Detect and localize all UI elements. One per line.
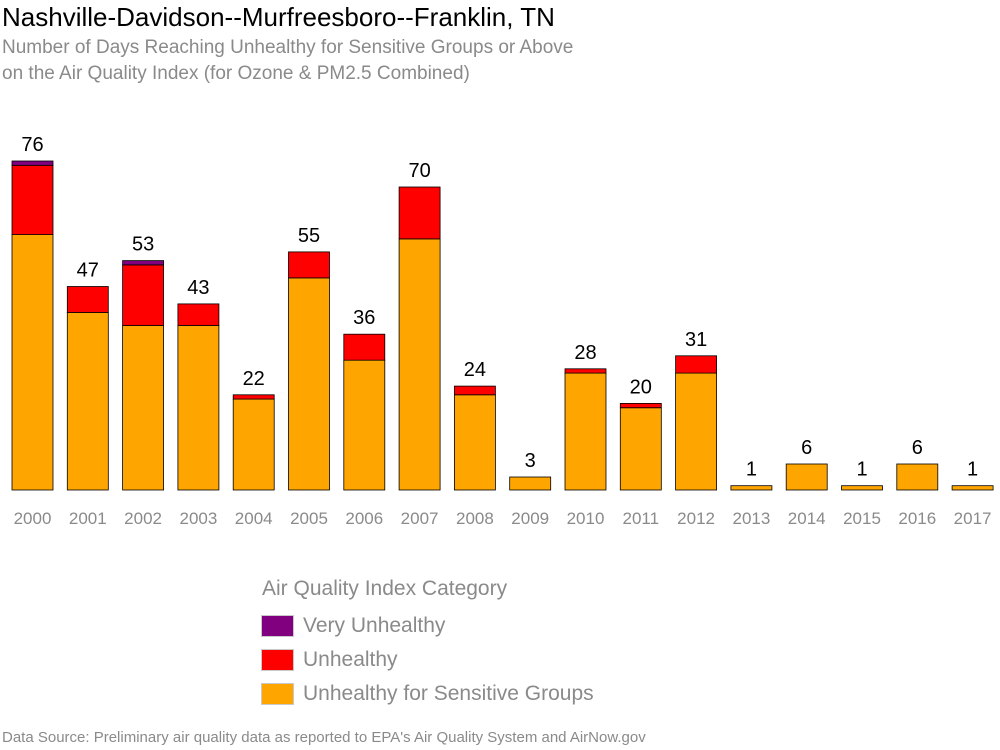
bar-2016-ozone-usg (896, 463, 939, 491)
bar-2012-unhealthy (675, 355, 717, 374)
x-tick-label-2013: 2013 (732, 509, 770, 528)
x-tick-label-2002: 2002 (124, 509, 162, 528)
bar-2000-very-unhealthy (11, 160, 54, 166)
x-tick-label-2000: 2000 (14, 509, 52, 528)
data-label-2017: 1 (967, 459, 978, 481)
x-tick-label-2017: 2017 (954, 509, 992, 528)
data-label-2004: 22 (243, 368, 265, 390)
legend-label-very-unhealthy: Very Unhealthy (303, 614, 446, 637)
bar-2010-unhealthy (564, 368, 607, 374)
bar-2009-ozone-usg (509, 476, 552, 491)
data-label-2013: 1 (746, 459, 757, 481)
legend-label-unhealthy: Unhealthy (303, 648, 398, 671)
bar-2003-ozone-usg (177, 325, 220, 491)
legend-title: Air Quality Index Category (262, 577, 508, 600)
data-label-2000: 76 (21, 134, 43, 156)
bar-2015-ozone-usg (841, 485, 883, 491)
bar-2002-unhealthy (122, 264, 164, 326)
bar-2004-ozone-usg (232, 398, 275, 491)
bar-2008-ozone-usg (453, 394, 496, 491)
data-label-2009: 3 (525, 450, 536, 472)
x-tick-label-2006: 2006 (345, 509, 383, 528)
x-tick-label-2014: 2014 (788, 509, 826, 528)
bar-2012-ozone-usg (675, 372, 717, 491)
x-tick-label-2001: 2001 (69, 509, 107, 528)
x-tick-label-2007: 2007 (401, 509, 439, 528)
chart-subtitle-line-1: Number of Days Reaching Unhealthy for Se… (2, 37, 574, 58)
bar-2011-ozone-usg (619, 407, 662, 491)
bar-2004-unhealthy (232, 394, 275, 400)
bar-2006-unhealthy (343, 333, 386, 361)
legend-swatch-very-unhealthy (261, 615, 294, 637)
bar-2006-ozone-usg (343, 359, 386, 491)
data-label-2002: 53 (132, 234, 154, 256)
bar-2010-ozone-usg (564, 372, 607, 491)
data-label-2005: 55 (298, 225, 320, 247)
legend-label-unhealthy-sensitive: Unhealthy for Sensitive Groups (303, 682, 594, 705)
x-tick-label-2009: 2009 (511, 509, 549, 528)
x-tick-label-2016: 2016 (898, 509, 936, 528)
bar-2003-unhealthy (177, 303, 220, 326)
bar-2001-unhealthy (66, 286, 109, 313)
bar-2007-unhealthy (398, 186, 441, 240)
data-source-note: Data Source: Preliminary air quality dat… (2, 729, 646, 746)
bar-chart: 7620004720015320024320032220045520053620… (11, 134, 994, 528)
bar-2014-ozone-usg (785, 463, 828, 491)
bar-2000-unhealthy (11, 164, 54, 236)
x-tick-label-2010: 2010 (567, 509, 605, 528)
bar-2005-unhealthy (288, 251, 330, 279)
chart-title: Nashville-Davidson--Murfreesboro--Frankl… (2, 2, 555, 32)
data-label-2010: 28 (574, 342, 596, 364)
bar-2008-unhealthy (453, 385, 496, 396)
data-label-2001: 47 (77, 260, 99, 282)
x-tick-label-2015: 2015 (843, 509, 881, 528)
x-tick-label-2012: 2012 (677, 509, 715, 528)
x-tick-label-2008: 2008 (456, 509, 494, 528)
data-label-2014: 6 (801, 437, 812, 459)
x-tick-label-2004: 2004 (235, 509, 273, 528)
bar-2002-very-unhealthy (122, 260, 164, 266)
bar-2017-ozone-usg (951, 485, 994, 491)
chart-subtitle-line-2: on the Air Quality Index (for Ozone & PM… (2, 63, 470, 84)
legend-swatch-unhealthy-sensitive (261, 683, 294, 705)
data-label-2015: 1 (856, 459, 867, 481)
data-label-2012: 31 (685, 329, 707, 351)
data-label-2006: 36 (353, 307, 375, 329)
legend-swatch-unhealthy (261, 649, 294, 671)
bar-2005-ozone-usg (288, 277, 330, 491)
bar-2007-ozone-usg (398, 238, 441, 491)
bar-2011-unhealthy (619, 402, 662, 409)
bar-2013-ozone-usg (730, 485, 773, 491)
x-tick-label-2005: 2005 (290, 509, 328, 528)
x-tick-label-2011: 2011 (623, 509, 660, 528)
data-label-2008: 24 (464, 359, 486, 381)
bar-2002-ozone-usg (122, 325, 164, 491)
data-label-2007: 70 (408, 160, 430, 182)
bar-2000-ozone-usg (11, 234, 54, 491)
data-label-2003: 43 (187, 277, 209, 299)
bar-2001-ozone-usg (66, 312, 109, 491)
x-tick-label-2003: 2003 (179, 509, 217, 528)
data-label-2016: 6 (912, 437, 923, 459)
data-label-2011: 20 (630, 376, 652, 398)
